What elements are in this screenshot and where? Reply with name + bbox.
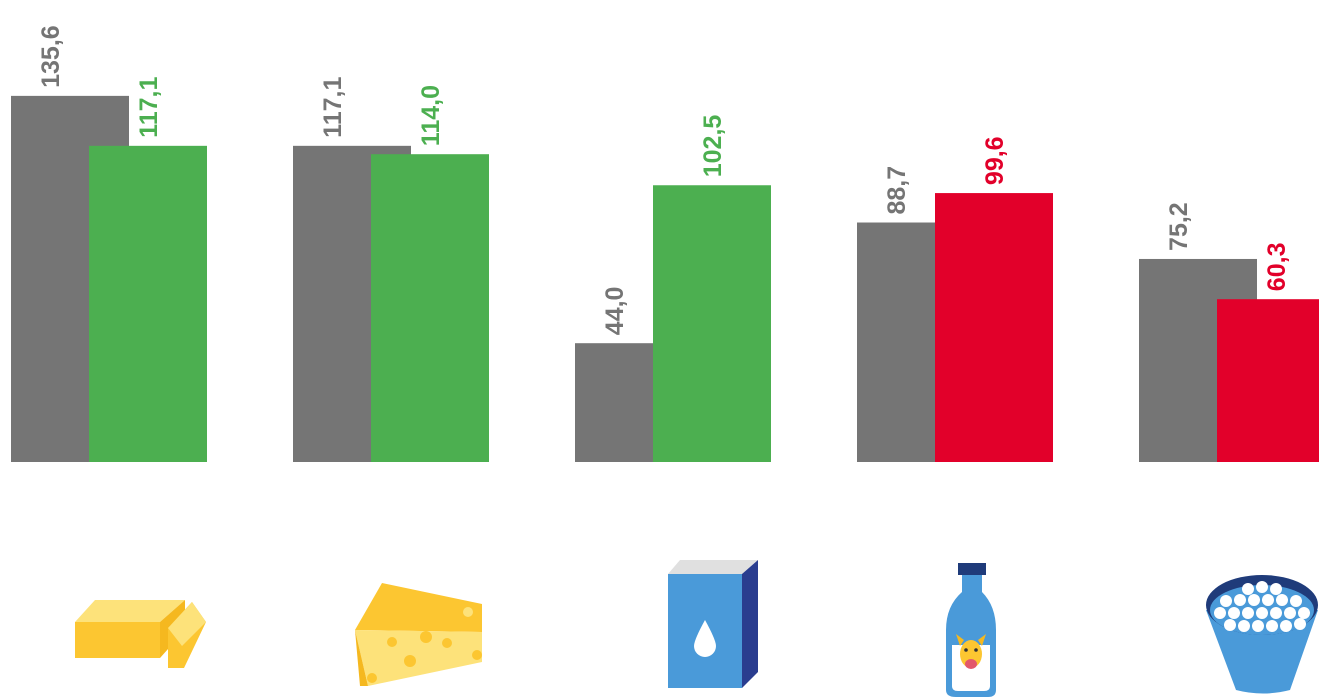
cheese-icon: [355, 583, 482, 686]
value-label-milk-powder-series-1: 44,0: [601, 287, 629, 336]
cottage-cheese-icon: [1206, 575, 1318, 694]
milk-powder-icon: [668, 560, 758, 688]
butter-icon: [75, 600, 206, 668]
bar-milk-bottle-series-2: [935, 193, 1053, 462]
value-label-milk-bottle-series-1: 88,7: [883, 166, 911, 215]
milk-bottle-icon: [946, 563, 996, 697]
value-label-cottage-cheese-series-2: 60,3: [1263, 243, 1291, 292]
value-label-butter-series-2: 117,1: [135, 77, 163, 138]
value-label-butter-series-1: 135,6: [37, 25, 65, 88]
bar-butter-series-2: [89, 145, 207, 462]
bar-cottage-cheese-series-2: [1217, 299, 1319, 462]
value-label-milk-bottle-series-2: 99,6: [981, 136, 1009, 185]
value-label-milk-powder-series-2: 102,5: [699, 115, 727, 178]
value-label-cottage-cheese-series-1: 75,2: [1165, 202, 1193, 251]
value-label-cheese-series-2: 114,0: [417, 85, 445, 146]
bar-cheese-series-2: [371, 154, 489, 462]
bar-milk-powder-series-2: [653, 185, 771, 462]
value-labels-layer: 135,6 117,1 117,1 114,0 44,0 102,5 88,7 99,6 75,…: [37, 25, 1291, 335]
value-label-cheese-series-1: 117,1: [319, 77, 347, 138]
bars-layer: [11, 95, 1319, 462]
